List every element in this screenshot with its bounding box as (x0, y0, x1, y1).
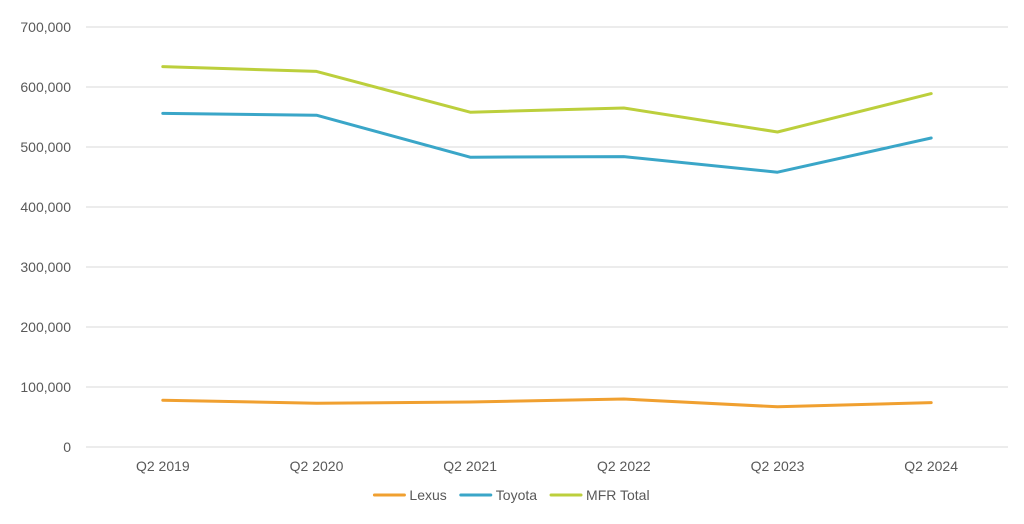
x-tick-label: Q2 2022 (597, 458, 651, 474)
y-tick-label: 500,000 (20, 139, 71, 155)
y-tick-label: 100,000 (20, 379, 71, 395)
legend-label-lexus: Lexus (409, 487, 446, 503)
y-tick-label: 400,000 (20, 199, 71, 215)
x-tick-label: Q2 2020 (290, 458, 344, 474)
x-axis: Q2 2019 Q2 2020 Q2 2021 Q2 2022 Q2 2023 Q2 20… (136, 458, 958, 474)
y-tick-label: 200,000 (20, 319, 71, 335)
legend: Lexus Toyota MFR Total (372, 487, 650, 503)
y-tick-label: 0 (63, 439, 71, 455)
series-line-toyota (161, 111, 933, 174)
y-axis: 0 100,000 200,000 300,000 400,000 500,000 600,… (20, 19, 71, 455)
series-lines (161, 65, 933, 409)
series-line-mfr-total (161, 65, 933, 134)
series-line-lexus (161, 397, 933, 409)
y-tick-label: 700,000 (20, 19, 71, 35)
grid-lines (86, 26, 1008, 448)
y-tick-label: 600,000 (20, 79, 71, 95)
legend-label-mfr-total: MFR Total (586, 487, 650, 503)
x-tick-label: Q2 2023 (751, 458, 805, 474)
x-tick-label: Q2 2024 (904, 458, 958, 474)
x-tick-label: Q2 2019 (136, 458, 190, 474)
x-tick-label: Q2 2021 (443, 458, 497, 474)
legend-label-toyota: Toyota (496, 487, 537, 503)
y-tick-label: 300,000 (20, 259, 71, 275)
